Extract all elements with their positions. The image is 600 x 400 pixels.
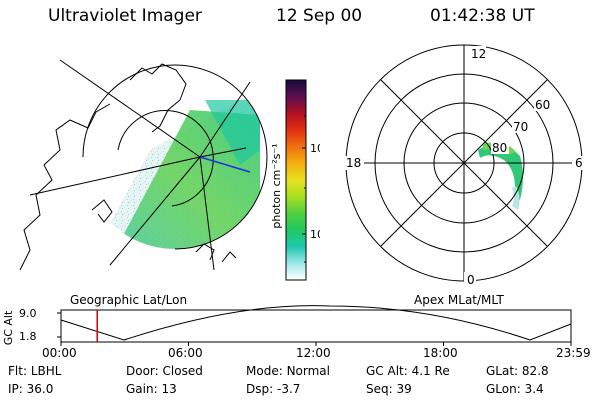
info-label: IP:	[8, 382, 23, 396]
apex-caption: Apex MLat/MLT	[414, 293, 504, 307]
limb-arc	[82, 64, 268, 250]
geographic-map	[19, 59, 268, 271]
mlt-label-noon: 12	[471, 47, 486, 61]
x-tick-label: 00:00	[42, 346, 77, 360]
coastline	[19, 103, 111, 271]
info-label: Mode:	[246, 364, 283, 378]
app-title: Ultraviolet Imager	[48, 6, 202, 26]
filter-value: LBHL	[30, 364, 62, 378]
altitude-timeline: 9.0 1.8 GC Alt	[2, 305, 572, 346]
info-label: Dsp:	[246, 382, 274, 396]
colorbar-scale	[285, 79, 307, 281]
colorbar-tick-label: 10	[310, 228, 320, 241]
info-label: GLon:	[486, 382, 521, 396]
seq-value: 39	[396, 382, 412, 396]
mlat-mlt-polar-plot: 12 0 18 6 60 70 80	[344, 44, 584, 287]
info-label: GC Alt:	[366, 364, 408, 378]
x-tick-label: 18:00	[423, 346, 458, 360]
geographic-caption: Geographic Lat/Lon	[70, 293, 188, 307]
y-tick-label: 9.0	[19, 307, 37, 320]
timeline-frame	[60, 309, 572, 343]
timeline-ylabel: GC Alt	[2, 310, 15, 345]
mlat-label: 80	[492, 141, 507, 155]
meridian-line	[59, 59, 201, 158]
mode-value: Normal	[286, 364, 330, 378]
mlat-label: 60	[535, 98, 550, 112]
glon-value: 3.4	[524, 382, 544, 396]
meridian-line	[109, 156, 201, 266]
timeline-ticks	[57, 312, 572, 346]
info-label: GLat:	[486, 364, 519, 378]
coastline	[221, 251, 237, 263]
info-label: Gain:	[126, 382, 158, 396]
x-tick-label: 06:00	[168, 346, 203, 360]
y-tick-label: 1.8	[19, 330, 37, 343]
coastline	[91, 199, 113, 223]
info-label: Flt:	[8, 364, 27, 378]
x-tick-label: 23:59	[556, 346, 591, 360]
meridian-line	[199, 156, 215, 271]
dsp-value: -3.7	[276, 382, 301, 396]
info-label: Seq:	[366, 382, 393, 396]
colorbar: 100 10 photon cm⁻²s⁻¹	[270, 79, 320, 281]
colorbar-tick-label: 100	[310, 142, 320, 155]
date-label: 12 Sep 00	[276, 6, 363, 26]
mlt-label-dusk: 18	[346, 156, 361, 170]
meridian-line	[29, 156, 201, 196]
noon-meridian	[199, 156, 251, 173]
mlat-label: 70	[513, 120, 528, 134]
colorbar-unit-label: photon cm⁻²s⁻¹	[270, 143, 283, 228]
meridian-line	[199, 81, 251, 158]
door-value: Closed	[162, 364, 203, 378]
coastline	[129, 63, 187, 133]
glat-value: 82.8	[521, 364, 549, 378]
mlt-label-dawn: 6	[575, 156, 583, 170]
mlt-label-midnight: 0	[467, 273, 475, 287]
gc-alt-value: 4.1 Re	[411, 364, 450, 378]
gain-value: 13	[161, 382, 177, 396]
meridian-line	[199, 147, 247, 158]
time-label: 01:42:38 UT	[430, 6, 535, 26]
uv-image-geographic	[90, 90, 260, 249]
x-tick-label: 12:00	[296, 346, 331, 360]
mlt-line	[380, 79, 548, 247]
latitude-circle	[117, 110, 214, 207]
info-label: Door:	[126, 364, 159, 378]
altitude-curve	[60, 305, 572, 341]
ip-value: 36.0	[26, 382, 54, 396]
